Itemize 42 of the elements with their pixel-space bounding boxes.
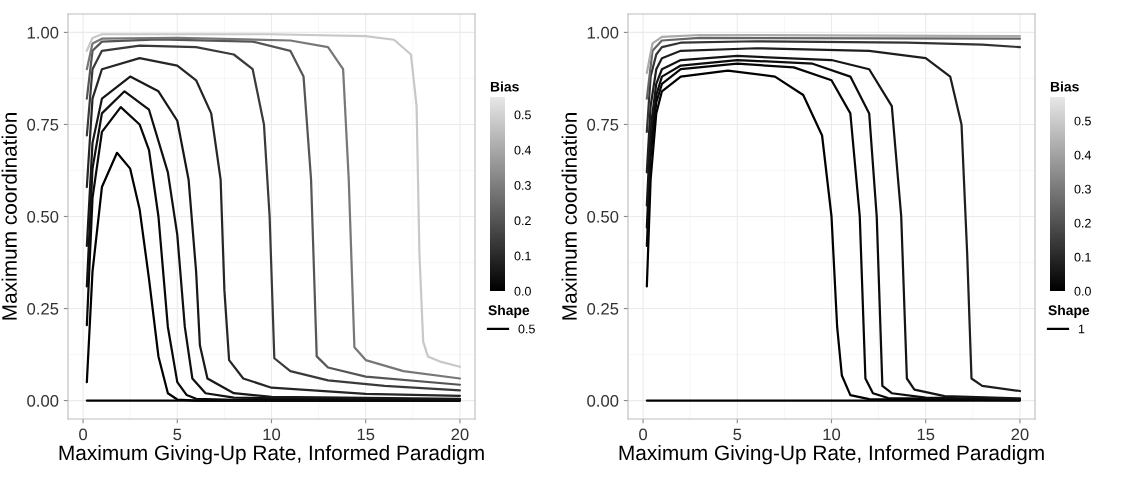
color-bar-title: Bias	[1050, 81, 1079, 92]
y-tick-label: 0.25	[27, 302, 59, 315]
color-bar-label: 0.2	[514, 216, 531, 226]
y-tick-label: 1.00	[587, 26, 619, 39]
color-bar-label: 0.4	[514, 145, 532, 155]
color-bar-title: Bias	[490, 81, 519, 92]
color-bar-label: 0.3	[1074, 184, 1091, 194]
legend-label: 0.5	[518, 324, 535, 334]
y-tick-label: 0.25	[587, 302, 619, 315]
x-tick-label: 15	[917, 428, 935, 441]
color-bar-label: 0.1	[1074, 252, 1091, 262]
y-tick-label: 0.00	[27, 394, 59, 407]
x-tick-label: 20	[451, 428, 469, 441]
x-axis-title: Maximum Giving-Up Rate, Informed Paradigm	[619, 444, 1044, 465]
color-bar-label: 0.2	[1074, 218, 1091, 228]
x-tick-label: 20	[1011, 428, 1029, 441]
y-tick-label: 0.00	[587, 394, 619, 407]
y-axis-title: Maximum coordination	[1, 113, 17, 320]
x-tick-label: 10	[823, 428, 841, 441]
x-axis-title: Maximum Giving-Up Rate, Informed Paradigm	[59, 444, 484, 465]
color-bar-label: 0.0	[514, 286, 531, 296]
color-bar-label: 0.5	[1074, 116, 1091, 126]
legend-title: Shape	[488, 305, 530, 318]
y-tick-label: 0.50	[27, 210, 59, 223]
x-tick-label: 0	[79, 428, 88, 441]
x-tick-label: 5	[733, 428, 742, 441]
y-tick-label: 0.75	[587, 118, 619, 131]
color-bar-label: 0.1	[514, 251, 531, 261]
y-tick-label: 0.50	[587, 210, 619, 223]
color-bar-label: 0.3	[514, 180, 531, 190]
color-bar-label: 0.5	[514, 110, 531, 120]
color-bar-label: 0.0	[1074, 286, 1091, 296]
legend-title: Shape	[1048, 305, 1090, 318]
y-tick-label: 1.00	[27, 26, 59, 39]
y-axis-title: Maximum coordination	[561, 113, 577, 320]
x-tick-label: 15	[357, 428, 375, 441]
legend-label: 1	[1078, 324, 1085, 334]
y-tick-label: 0.75	[27, 118, 59, 131]
x-tick-label: 0	[639, 428, 648, 441]
x-tick-label: 5	[173, 428, 182, 441]
color-bar-label: 0.4	[1074, 150, 1092, 160]
x-tick-label: 10	[263, 428, 281, 441]
